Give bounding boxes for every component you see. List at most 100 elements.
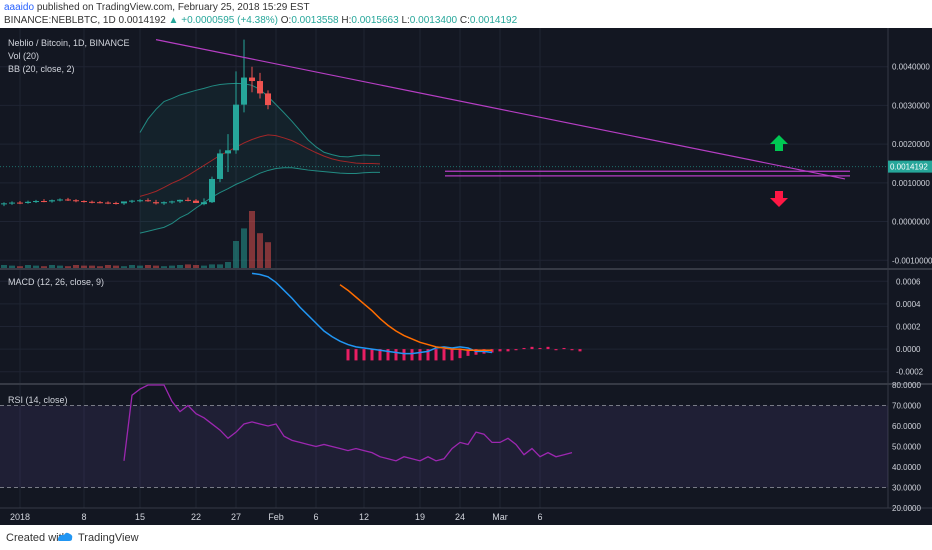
volume-bar (41, 266, 47, 268)
macd-tick-label: -0.0002 (896, 368, 924, 377)
legend-vol: Vol (20) (8, 51, 39, 61)
candle-body (89, 201, 95, 203)
change-up-icon: ▲ (168, 15, 179, 26)
last-price-marker (888, 160, 932, 173)
x-tick-label: Mar (492, 512, 508, 522)
rsi-band-fill (0, 405, 888, 488)
macd-histogram-bar (426, 349, 430, 361)
candle-body (41, 201, 47, 203)
rsi-tick-label: 80.0000 (892, 381, 921, 390)
volume-bar (185, 264, 191, 268)
candle-body (1, 203, 7, 205)
x-tick-label: 22 (191, 512, 201, 522)
rsi-tick-label: 40.0000 (892, 463, 921, 472)
volume-bar (217, 264, 223, 268)
candle-body (129, 200, 135, 202)
bb-lower-line (139, 167, 380, 234)
volume-bar (177, 265, 183, 268)
macd-histogram-bar (410, 349, 414, 361)
volume-bar (201, 265, 207, 268)
legend-macd: MACD (12, 26, close, 9) (8, 277, 104, 287)
publish-line: aaaido published on TradingView.com, Feb… (4, 2, 310, 13)
macd-histogram-bar (498, 349, 502, 352)
macd-histogram-bar (450, 349, 454, 361)
chart-area[interactable]: 0.0040000 0.0030000 0.0020000 0.0010000 0.00… (0, 28, 932, 525)
author-link[interactable]: aaaido (4, 2, 35, 13)
volume-bar (57, 265, 63, 268)
candle-body (105, 202, 111, 204)
volume-bar (169, 265, 175, 268)
high-value: 0.0015663 (351, 15, 399, 26)
price-tick-label: 0.0030000 (892, 101, 930, 110)
macd-tick-label: 0.0000 (896, 345, 921, 354)
candle-body (241, 77, 247, 105)
candle-body (121, 201, 127, 204)
volume-bar (89, 265, 95, 268)
volume-bar (17, 266, 23, 268)
volume-bar (97, 266, 103, 268)
tradingview-brand-link[interactable]: TradingView (78, 532, 139, 544)
macd-histogram-bar (506, 349, 510, 352)
legend-title: Neblio / Bitcoin, 1D, BINANCE (8, 38, 130, 48)
tradingview-logo-icon[interactable] (56, 530, 74, 544)
candle-body (73, 200, 79, 202)
candle-body (145, 200, 151, 202)
volume-bar (1, 265, 7, 268)
price-tick-label: 0.0010000 (892, 179, 930, 188)
macd-histogram-bar (546, 346, 550, 350)
candle-body (185, 199, 191, 201)
macd-histogram-bar (466, 349, 470, 356)
x-tick-label: 24 (455, 512, 465, 522)
price-tick-label: 0.0020000 (892, 140, 930, 149)
candle-body (161, 202, 167, 204)
volume-bar (105, 265, 111, 268)
volume-bar (33, 265, 39, 268)
macd-histogram-bar (562, 347, 566, 350)
x-tick-label: 8 (81, 512, 86, 522)
macd-histogram-bar (514, 349, 518, 351)
x-tick-label: 19 (415, 512, 425, 522)
x-tick-label: 15 (135, 512, 145, 522)
candle-body (265, 93, 271, 106)
x-tick-label: Feb (268, 512, 284, 522)
x-tick-label: 2018 (10, 512, 30, 522)
rsi-tick-label: 50.0000 (892, 443, 921, 452)
candle-body (17, 202, 23, 204)
rsi-tick-label: 20.0000 (892, 504, 921, 513)
macd-line (251, 272, 493, 355)
bb-basis-line (139, 134, 381, 197)
volume-bar (9, 265, 15, 268)
last-price: 0.0014192 (118, 15, 166, 26)
close-value: 0.0014192 (469, 15, 518, 26)
low-label: L: (401, 15, 410, 26)
volume-bar (81, 265, 87, 268)
candle-body (49, 200, 55, 202)
price-tick-label: 0.0040000 (892, 63, 930, 72)
open-label: O: (280, 15, 292, 26)
macd-signal-line (339, 284, 492, 351)
rsi-tick-label: 60.0000 (892, 422, 921, 431)
volume-bar (129, 265, 135, 268)
candle-body (97, 202, 103, 204)
volume-bar (257, 233, 263, 268)
macd-histogram-bar (538, 347, 542, 350)
macd-histogram-bar (522, 347, 526, 350)
candle-body (153, 202, 159, 204)
volume-bar (241, 228, 247, 268)
candle-body (177, 199, 183, 202)
candle-body (113, 202, 119, 204)
arrow-up-icon (770, 135, 788, 151)
close-label: C: (459, 15, 470, 26)
macd-histogram-bar (570, 349, 574, 351)
bb-fill (140, 83, 380, 234)
macd-histogram-bar (442, 349, 446, 361)
macd-histogram-bar (354, 349, 358, 361)
candle-body (233, 104, 239, 151)
high-label: H: (341, 15, 352, 26)
x-tick-label: 6 (313, 512, 318, 522)
macd-histogram-bar (530, 346, 534, 350)
last-price-label: 0.0014192 (890, 163, 928, 172)
open-value: 0.0013558 (291, 15, 339, 26)
volume-bar (265, 242, 271, 268)
candle-body (257, 81, 263, 94)
